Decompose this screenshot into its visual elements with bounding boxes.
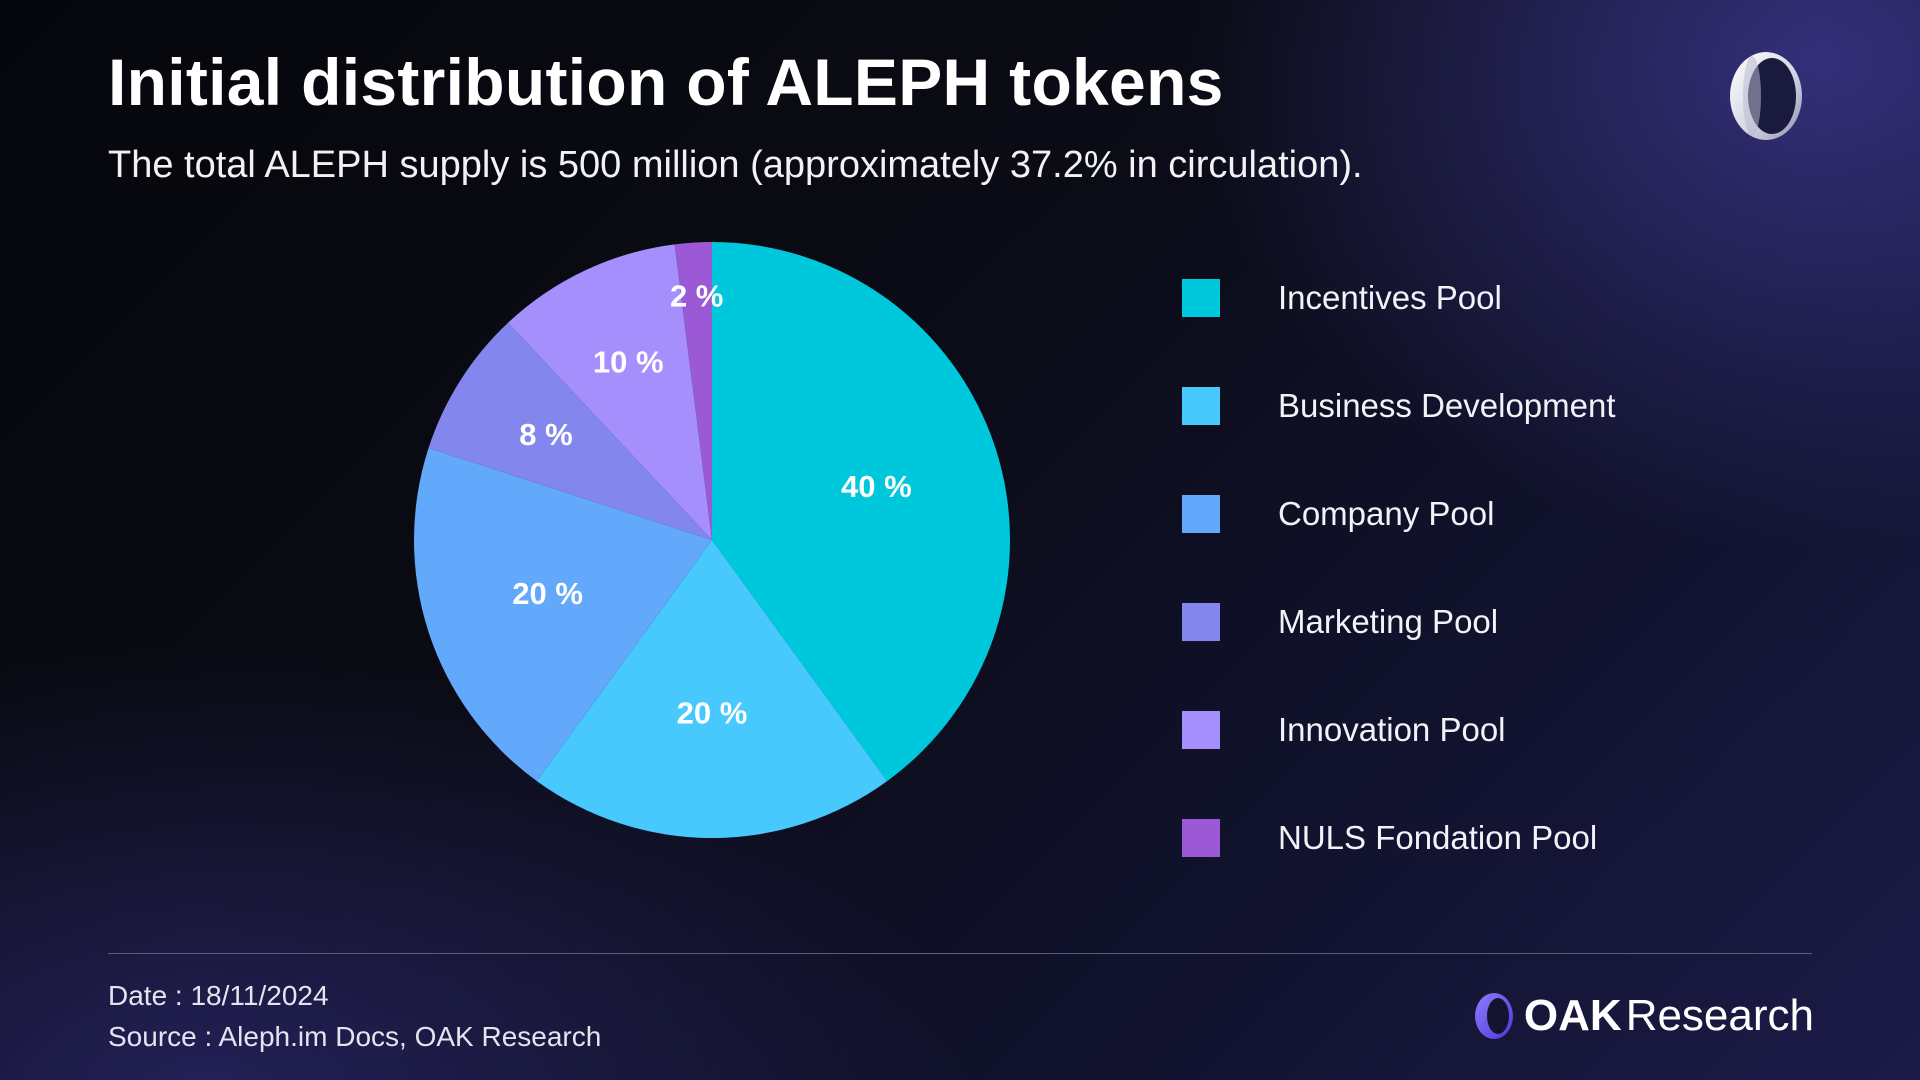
data-label-innovation-pool: 10 % <box>593 345 664 380</box>
legend-label: NULS Fondation Pool <box>1278 819 1598 856</box>
brand-ring-icon <box>1730 52 1802 140</box>
oak-research-logo: OAK Research <box>1472 988 1814 1044</box>
legend-swatch <box>1182 495 1220 533</box>
data-label-incentives-pool: 40 % <box>841 469 912 504</box>
legend-swatch <box>1182 603 1220 641</box>
legend-label: Innovation Pool <box>1278 711 1506 748</box>
data-label-company-pool: 20 % <box>512 576 583 611</box>
legend-label: Incentives Pool <box>1278 279 1502 316</box>
legend-swatch <box>1182 279 1220 317</box>
footer-date: Date : 18/11/2024 <box>108 980 329 1011</box>
pie-slice-company-pool <box>414 447 712 782</box>
logo-text-oak: OAK <box>1523 991 1622 1040</box>
data-label-nuls-fondation-pool: 2 % <box>670 279 723 314</box>
chart-title: Initial distribution of ALEPH tokens <box>108 45 1224 119</box>
legend-swatch <box>1182 387 1220 425</box>
pie-slice-innovation-pool <box>508 244 712 540</box>
legend-label: Company Pool <box>1278 495 1495 532</box>
oak-logo-icon <box>1474 993 1513 1039</box>
legend-swatch <box>1182 711 1220 749</box>
legend-label: Marketing Pool <box>1278 603 1499 640</box>
pie-slice-nuls-fondation-pool <box>674 242 712 540</box>
pie-chart: 40 % 20 % 20 % 8 % 10 %2 % <box>414 242 1011 839</box>
chart-subtitle: The total ALEPH supply is 500 million (a… <box>108 144 1363 186</box>
legend-item-innovation-pool: Innovation Pool <box>1182 676 1616 784</box>
footer-source: Source : Aleph.im Docs, OAK Research <box>108 1021 602 1052</box>
legend-item-marketing-pool: Marketing Pool <box>1182 568 1616 676</box>
logo-text-research: Research <box>1625 991 1814 1040</box>
legend-item-incentives-pool: Incentives Pool <box>1182 244 1616 352</box>
legend-item-company-pool: Company Pool <box>1182 460 1616 568</box>
pie-data-labels: 40 % 20 % 20 % 8 % 10 %2 % <box>512 279 911 731</box>
data-label-marketing-pool: 8 % <box>519 417 572 452</box>
legend-item-nuls-fondation-pool: NULS Fondation Pool <box>1182 784 1616 892</box>
footer-divider <box>108 953 1812 954</box>
pie-slice-business-development <box>536 540 888 839</box>
legend-label: Business Development <box>1278 387 1616 424</box>
pie-slice-marketing-pool <box>428 322 712 540</box>
legend-swatch <box>1182 819 1220 857</box>
pie-slices <box>414 242 1011 839</box>
legend-item-business-development: Business Development <box>1182 352 1616 460</box>
pie-slice-incentives-pool <box>712 242 1011 782</box>
data-label-business-development: 20 % <box>677 695 748 730</box>
chart-legend: Incentives Pool Business Development Compa… <box>1182 244 1616 892</box>
